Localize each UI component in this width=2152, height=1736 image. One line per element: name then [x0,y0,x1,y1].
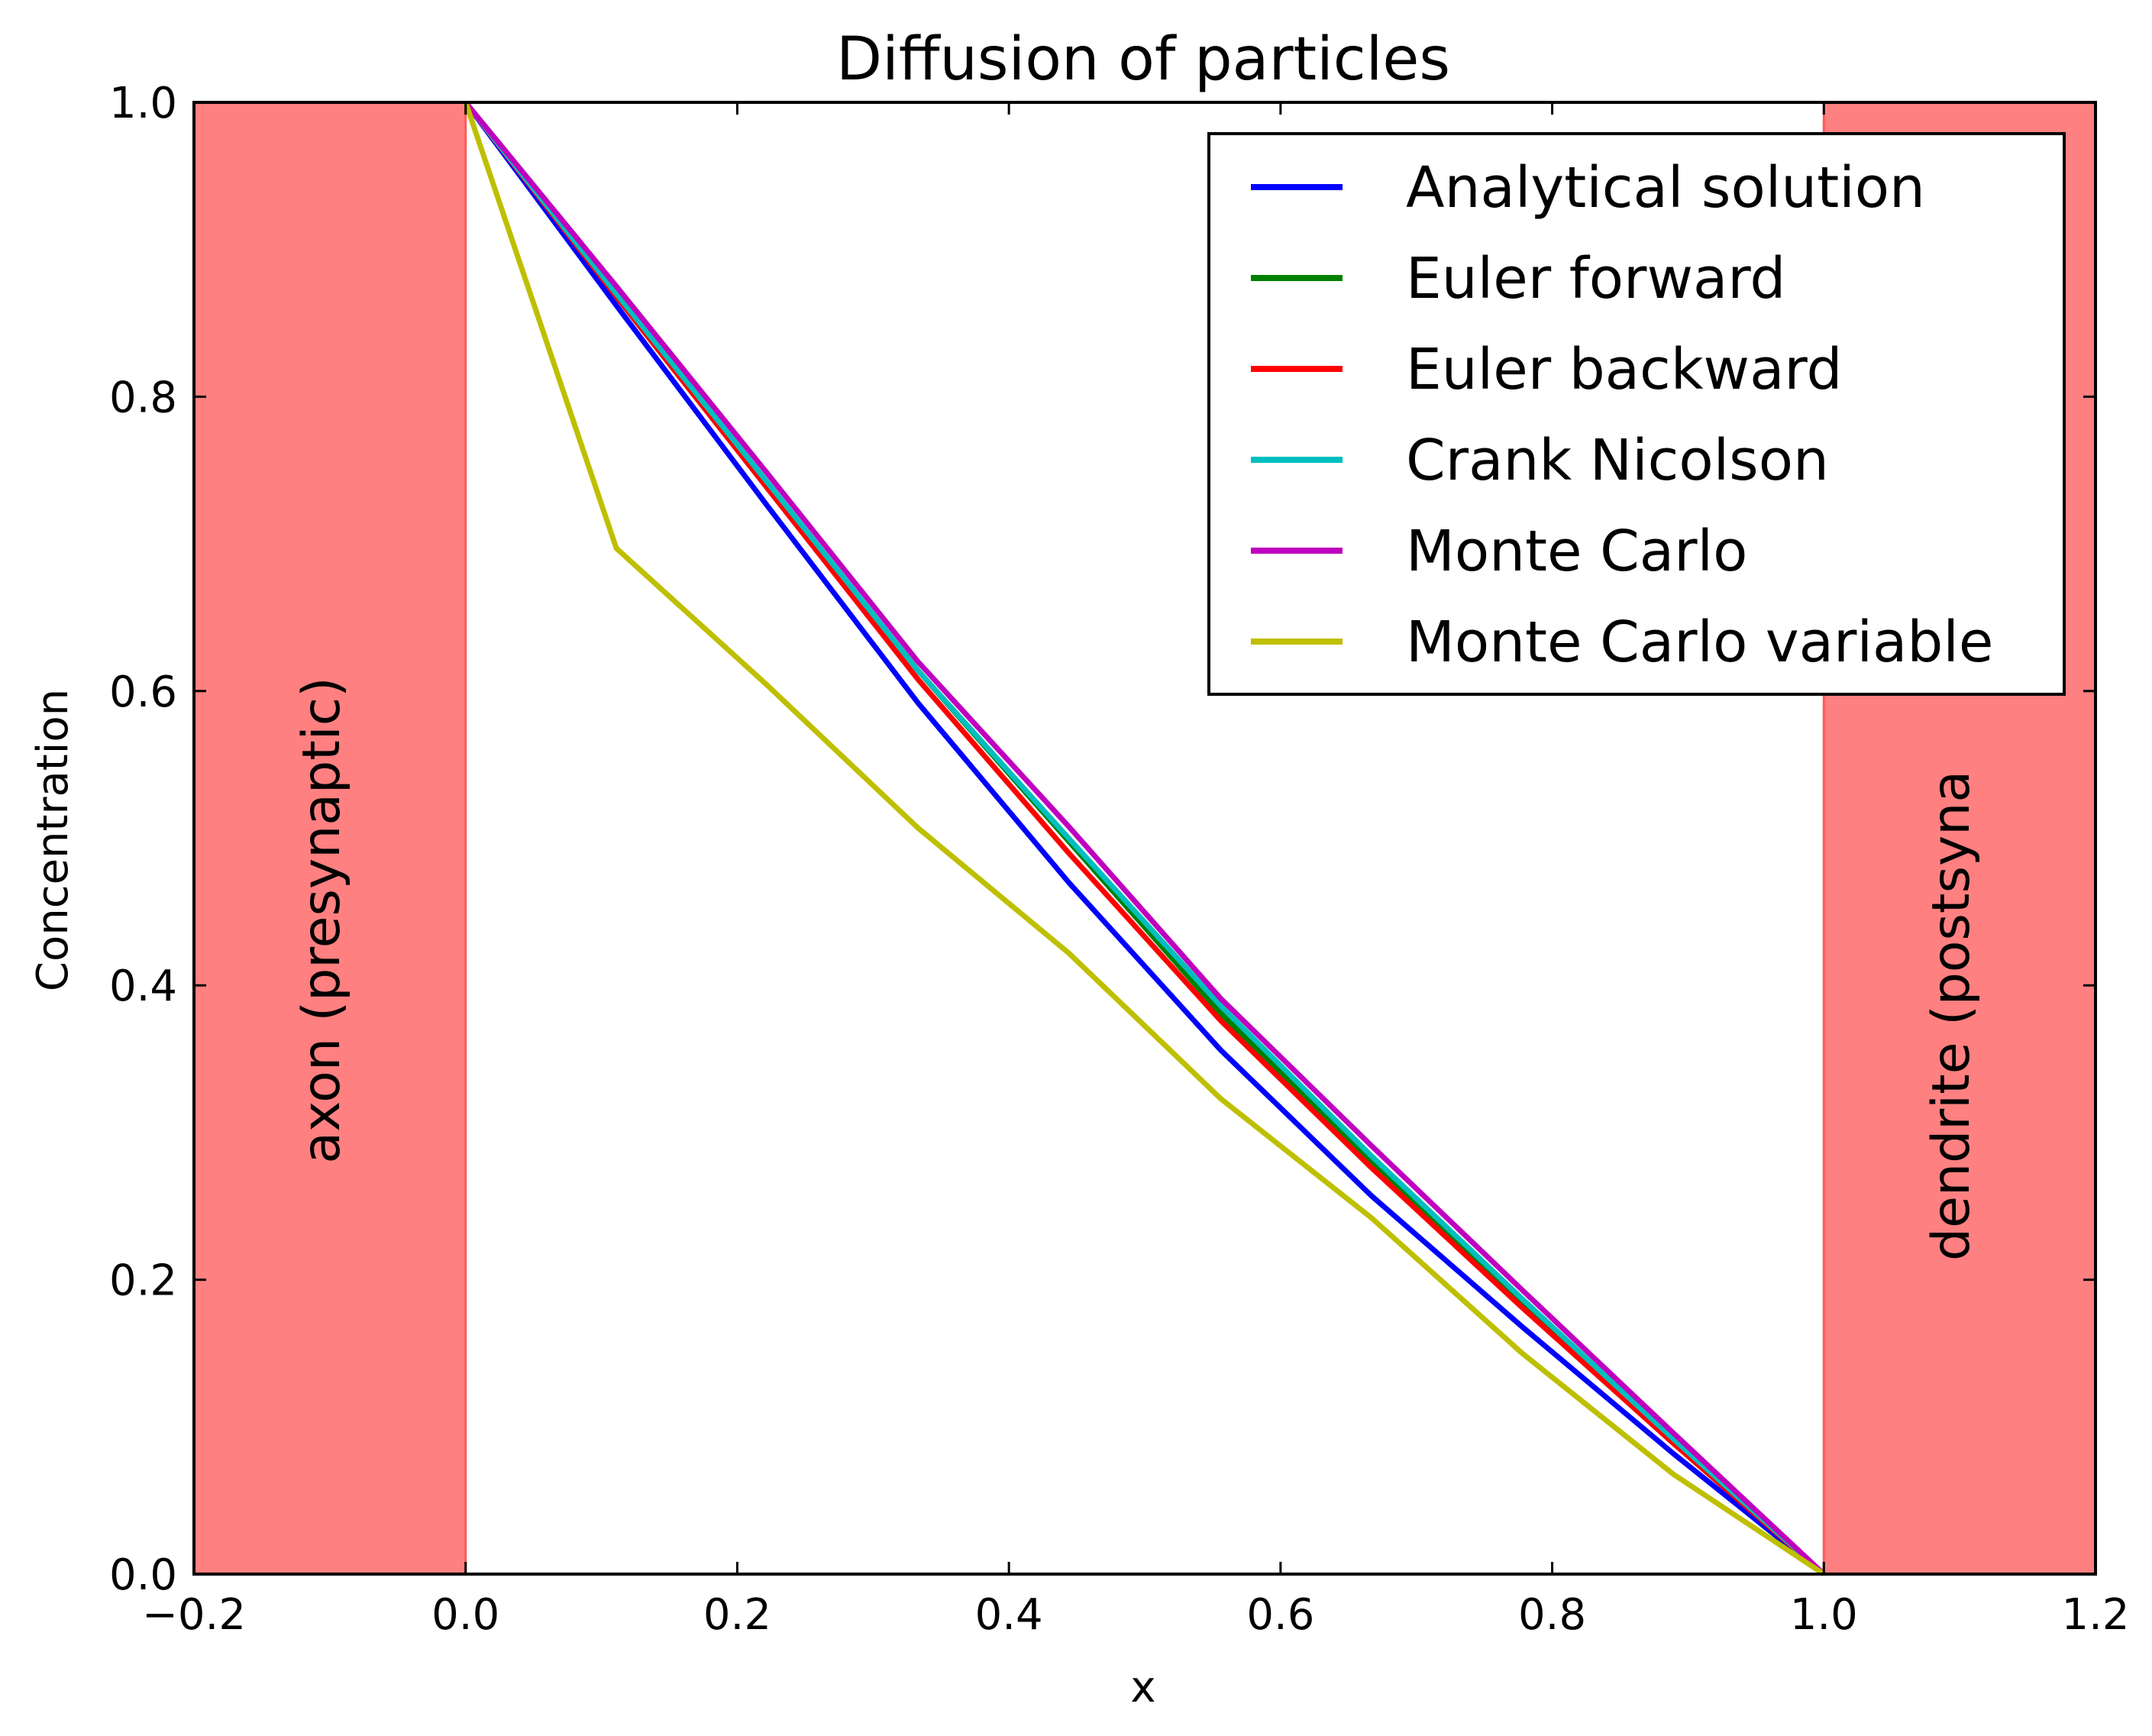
x-tick-label-0: −0.2 [142,1590,246,1640]
x-tick-label-3: 0.4 [975,1590,1043,1640]
x-tick-label-4: 0.6 [1246,1590,1314,1640]
y-tick-label-2: 0.4 [109,962,177,1011]
legend-label-0: Analytical solution [1406,155,1925,221]
region-0 [194,102,466,1574]
y-tick-label-4: 0.8 [109,373,177,422]
series-line-0 [463,100,1826,1576]
y-tick-label-0: 0.0 [109,1550,177,1600]
plot-frame [192,101,2097,1576]
legend-label-4: Monte Carlo [1406,519,1747,584]
legend-box [1207,132,2066,696]
x-axis-label: x [1130,1663,1155,1712]
x-tick-label-2: 0.2 [703,1590,771,1640]
legend: Analytical solution Euler forward Euler ba… [1207,132,2066,696]
region-label-1: dendrite (postsyna [1921,771,1982,1261]
series-line-2 [463,100,1826,1576]
region-label-0: axon (presynaptic) [292,677,352,1163]
y-tick-label-1: 0.2 [109,1256,177,1306]
x-tick-label-5: 0.8 [1518,1590,1586,1640]
series-line-3 [463,100,1826,1576]
x-tick-label-1: 0.0 [431,1590,499,1640]
chart-title: Diffusion of particles [836,25,1450,94]
legend-label-2: Euler backward [1406,337,1843,402]
tick-labels: −0.2 0.0 0.2 0.4 0.6 0.8 1.0 1.20.00.20.40.60.8… [109,79,2130,1640]
legend-label-1: Euler forward [1406,246,1785,312]
legend-label-5: Monte Carlo variable [1406,609,1993,675]
y-axis-label: Concentration [28,689,78,991]
x-tick-label-7: 1.2 [2061,1590,2129,1640]
y-tick-label-3: 0.6 [109,668,177,717]
legend-label-3: Crank Nicolson [1406,428,1829,493]
series-line-5 [463,101,1826,1576]
series-line-4 [463,100,1826,1576]
y-tick-label-5: 1.0 [109,79,177,128]
series-lines [463,100,1826,1576]
x-tick-label-6: 1.0 [1790,1590,1858,1640]
